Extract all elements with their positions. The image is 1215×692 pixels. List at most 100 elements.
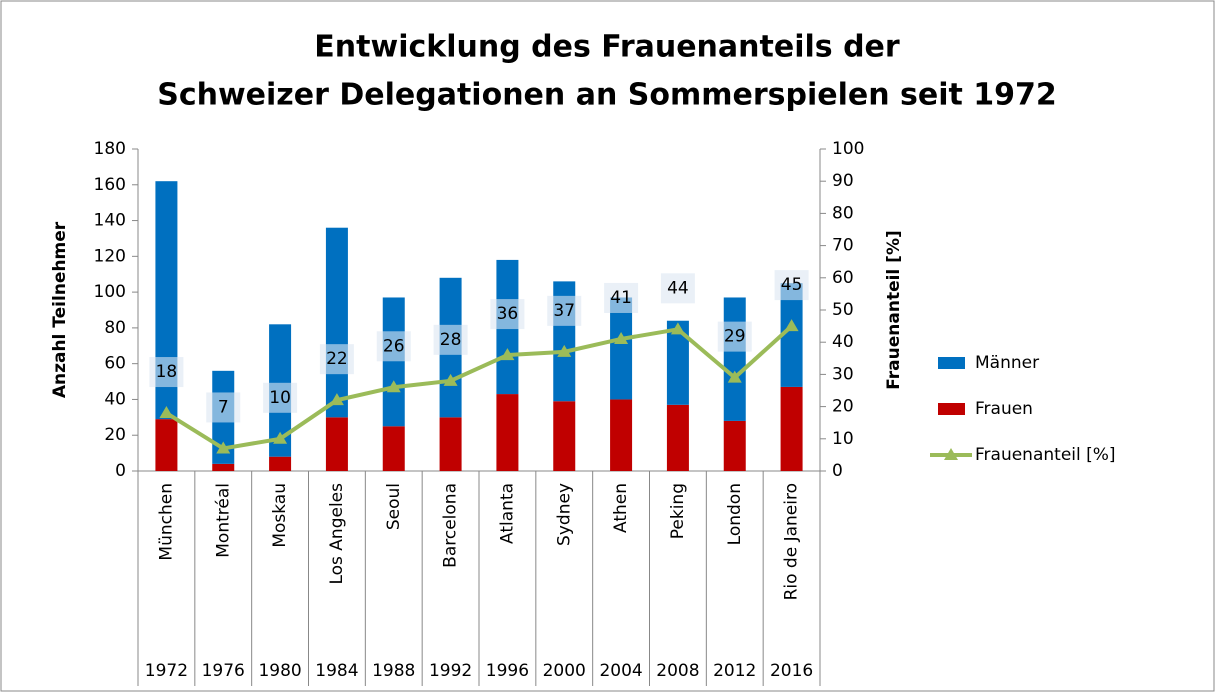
x-group-label: 1996: [486, 661, 529, 681]
x-tick-label: Barcelona: [441, 483, 461, 568]
bar: [496, 394, 519, 471]
line-marker: [670, 322, 685, 335]
x-group-label: 2012: [713, 661, 756, 681]
y2-axis-title: Frauenanteil [%]: [884, 230, 904, 390]
line-marker: [727, 370, 742, 383]
bar: [610, 297, 633, 400]
legend-label: Männer: [975, 353, 1039, 373]
data-label: 29: [724, 327, 746, 347]
x-tick-label: Atlanta: [497, 483, 517, 544]
x-tick-label: Los Angeles: [327, 483, 347, 585]
y2-tick-label: 60: [832, 268, 854, 288]
bar: [780, 386, 803, 471]
data-label: 28: [440, 330, 462, 350]
y2-tick-label: 100: [832, 139, 864, 159]
x-group-label: 1980: [258, 661, 301, 681]
data-label: 18: [156, 362, 178, 382]
x-tick-label: Montréal: [213, 483, 233, 558]
x-group-label: 1992: [429, 661, 472, 681]
data-label-box: [717, 321, 752, 352]
bar: [553, 401, 576, 471]
data-label: 7: [218, 397, 229, 417]
y-tick-label: 180: [94, 139, 126, 159]
bar: [382, 426, 405, 471]
data-label: 45: [781, 275, 803, 295]
x-tick-label: Rio de Janeiro: [782, 483, 802, 600]
y-tick-label: 80: [104, 318, 126, 338]
data-label-box: [263, 382, 298, 413]
bar: [382, 297, 405, 427]
bar: [439, 417, 462, 471]
x-group-label: 2000: [543, 661, 586, 681]
bar: [666, 404, 689, 471]
bar: [723, 297, 746, 421]
bar: [212, 463, 235, 471]
y-tick-label: 0: [115, 461, 126, 481]
data-label-box: [206, 392, 241, 423]
data-label: 36: [497, 304, 519, 324]
data-label-box: [490, 299, 525, 330]
line-marker: [273, 431, 288, 444]
legend-label: Frauenanteil [%]: [975, 445, 1116, 465]
x-tick-label: Sydney: [554, 483, 574, 546]
line: [165, 324, 793, 451]
y2-tick-label: 90: [832, 171, 854, 191]
data-label: 41: [610, 288, 632, 308]
line-marker: [557, 344, 572, 357]
line-marker: [443, 373, 458, 386]
data-label-box: [149, 357, 184, 388]
x-tick-label: Athen: [611, 483, 631, 533]
bar: [723, 420, 746, 471]
legend-swatch: [938, 403, 965, 415]
data-label: 37: [553, 301, 575, 321]
data-label-box: [604, 282, 639, 313]
x-tick-label: Moskau: [270, 483, 290, 548]
data-label: 26: [383, 336, 405, 356]
y2-tick-label: 50: [832, 300, 854, 320]
bar: [666, 320, 689, 405]
x-group-label: 1972: [145, 661, 188, 681]
y2-tick-label: 40: [832, 332, 854, 352]
legend-label: Frauen: [975, 399, 1033, 419]
data-label-box: [547, 295, 582, 326]
legend-swatch: [938, 357, 965, 369]
data-label-box: [774, 270, 809, 301]
y-tick-label: 60: [104, 354, 126, 374]
y-tick-label: 100: [94, 282, 126, 302]
line-marker: [216, 441, 231, 454]
line-marker: [784, 319, 799, 332]
y-tick-label: 160: [94, 175, 126, 195]
bar: [610, 399, 633, 471]
bar: [780, 283, 803, 387]
x-group-label: 1988: [372, 661, 415, 681]
bar: [325, 417, 348, 471]
x-tick-label: Seoul: [384, 483, 404, 530]
x-group-label: 1976: [202, 661, 245, 681]
x-group-label: 2008: [656, 661, 699, 681]
y2-tick-label: 20: [832, 397, 854, 417]
x-tick-label: Peking: [668, 483, 688, 539]
data-label-box: [433, 324, 468, 355]
y-tick-label: 40: [104, 389, 126, 409]
line-marker: [159, 406, 174, 419]
data-label: 22: [326, 349, 348, 369]
x-tick-label: London: [725, 483, 745, 545]
x-group-label: 2016: [770, 661, 813, 681]
chart-title: Entwicklung des Frauenanteils der: [314, 30, 900, 65]
data-label-box: [660, 273, 695, 304]
y2-tick-label: 30: [832, 364, 854, 384]
x-tick-label: München: [156, 483, 176, 561]
data-label-box: [376, 331, 411, 362]
bar: [269, 456, 292, 471]
chart-title: Schweizer Delegationen an Sommerspielen …: [157, 78, 1057, 113]
bar: [325, 227, 348, 418]
legend-marker: [944, 448, 958, 460]
data-label: 10: [269, 388, 291, 408]
line-marker: [500, 348, 515, 361]
data-label: 44: [667, 278, 689, 298]
y2-tick-label: 10: [832, 429, 854, 449]
y-axis-title: Anzahl Teilnehmer: [50, 221, 70, 398]
y2-tick-label: 0: [832, 461, 843, 481]
